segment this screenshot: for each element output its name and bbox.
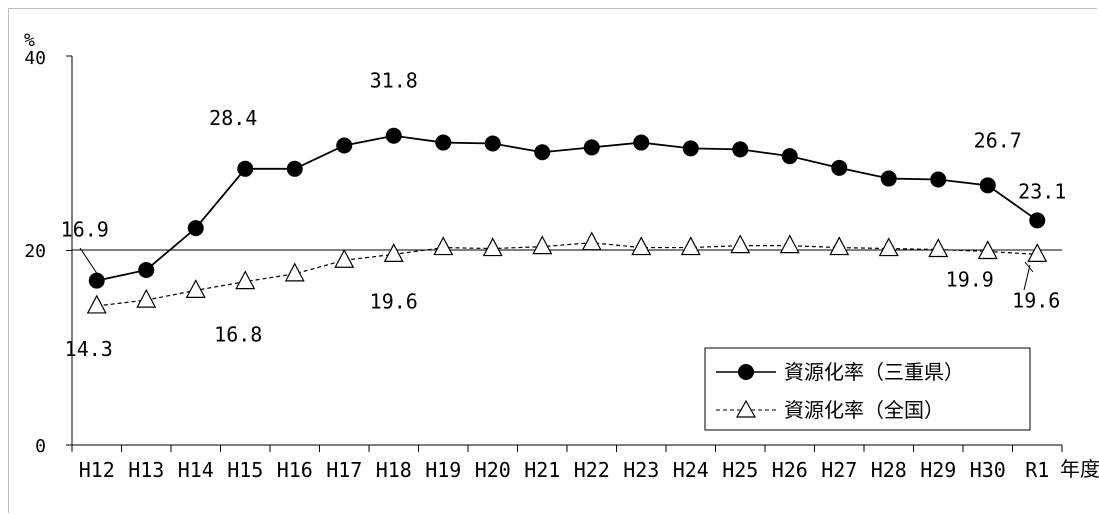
data-label-pref-H30: 26.7: [974, 128, 1022, 152]
data-label-nat-H18: 19.6: [370, 289, 418, 313]
x-tick-label-H24: H24: [673, 458, 709, 482]
y-tick-label-40: 40: [24, 48, 46, 69]
point-nat-H26: [779, 234, 800, 254]
point-pref-R1: [1029, 212, 1046, 229]
point-nat-H14: [185, 279, 206, 298]
legend-marker-pref: [738, 364, 754, 380]
x-tick-labels: H12 H13 H14 H15 H16 H17 H18 H19 H20 H21 H22 H23 H24 H…: [79, 458, 1050, 482]
x-tick-label-H16: H16: [277, 458, 313, 482]
point-pref-H15: [237, 160, 254, 177]
point-pref-H26: [781, 148, 798, 165]
data-label-pref-R1: 23.1: [1018, 179, 1066, 203]
x-tick-label-H25: H25: [722, 458, 758, 482]
x-tick-label-H21: H21: [524, 458, 560, 482]
chart-frame: [8, 8, 1097, 513]
point-pref-H27: [831, 159, 848, 176]
data-label-nat-H30: 19.9: [946, 267, 994, 291]
point-nat-H19: [433, 236, 454, 256]
point-nat-H22: [581, 231, 602, 251]
legend: 資源化率（三重県） 資源化率（全国）: [704, 347, 1031, 431]
point-nat-H12: [86, 294, 107, 314]
data-label-nat-R1: 19.6: [1012, 288, 1060, 312]
series-line-0: [96, 134, 1038, 282]
x-tick-label-H17: H17: [326, 458, 362, 482]
x-axis-unit: 年度: [1060, 457, 1099, 481]
leader-line-r1-nat: [1023, 264, 1031, 291]
series-group: [86, 127, 1048, 314]
point-pref-H25: [732, 141, 749, 158]
point-nat-H21: [532, 235, 553, 255]
point-pref-H12: [88, 272, 105, 289]
x-tick-label-H13: H13: [128, 458, 164, 482]
x-tick-label-H19: H19: [425, 458, 461, 482]
x-tick-label-H29: H29: [920, 458, 956, 482]
x-ticks: [66, 55, 1063, 452]
point-nat-H20: [482, 237, 503, 257]
x-tick-label-H15: H15: [227, 458, 263, 482]
point-pref-H14: [187, 220, 204, 237]
point-nat-H18: [383, 243, 404, 262]
point-nat-H16: [284, 262, 305, 282]
point-nat-H25: [730, 234, 751, 254]
y-tick-label-20: 20: [24, 241, 46, 262]
point-pref-H22: [583, 139, 600, 156]
point-nat-H27: [829, 236, 850, 256]
data-label-nat-H15: 16.8: [214, 323, 262, 347]
x-tick-label-H26: H26: [772, 458, 808, 482]
point-pref-H21: [534, 144, 551, 161]
point-pref-H13: [138, 261, 155, 278]
x-tick-label-H12: H12: [79, 458, 115, 482]
point-pref-H16: [286, 160, 303, 177]
data-labels: 16.9 28.4 31.8 26.7 23.1 14.3 16.8 19.6 19.9 19.6: [61, 69, 1067, 361]
data-label-nat-H12: 14.3: [65, 337, 113, 361]
point-nat-H28: [878, 237, 899, 257]
x-tick-label-H23: H23: [623, 458, 659, 482]
point-pref-H20: [484, 135, 501, 152]
data-label-pref-H12: 16.9: [61, 218, 109, 242]
x-tick-label-H22: H22: [574, 458, 610, 482]
point-nat-H15: [235, 270, 256, 290]
point-nat-H30: [977, 240, 998, 260]
legend-marker-nat: [735, 399, 757, 418]
point-pref-H30: [979, 177, 996, 194]
x-tick-label-R1: R1: [1025, 458, 1049, 482]
leader-line-h12: [79, 247, 101, 279]
point-nat-H13: [136, 288, 157, 308]
data-label-pref-H15: 28.4: [209, 106, 257, 130]
x-tick-label-H20: H20: [475, 458, 511, 482]
y-axis-unit: %: [24, 30, 35, 51]
x-tick-label-H28: H28: [871, 458, 907, 482]
legend-label-pref: 資源化率（三重県）: [784, 360, 964, 384]
x-tick-label-H27: H27: [821, 458, 857, 482]
legend-box: [704, 347, 1031, 431]
data-label-pref-H18: 31.8: [370, 69, 418, 93]
legend-label-nat: 資源化率（全国）: [784, 398, 944, 422]
point-nat-H17: [334, 248, 355, 268]
y-tick-label-0: 0: [35, 436, 46, 457]
point-nat-H29: [928, 238, 949, 258]
point-nat-R1: [1027, 243, 1048, 262]
point-pref-H29: [930, 171, 947, 188]
point-pref-H23: [633, 134, 650, 151]
leader-line-r1-pref: [1024, 261, 1034, 273]
x-tick-label-H30: H30: [970, 458, 1006, 482]
point-pref-H28: [880, 170, 897, 187]
point-pref-H18: [385, 127, 402, 144]
point-pref-H17: [336, 137, 353, 154]
point-nat-H23: [631, 236, 652, 256]
point-pref-H24: [682, 140, 699, 157]
x-tick-label-H18: H18: [376, 458, 412, 482]
point-nat-H24: [680, 236, 701, 256]
x-tick-label-H14: H14: [178, 458, 214, 482]
point-pref-H19: [435, 134, 452, 151]
